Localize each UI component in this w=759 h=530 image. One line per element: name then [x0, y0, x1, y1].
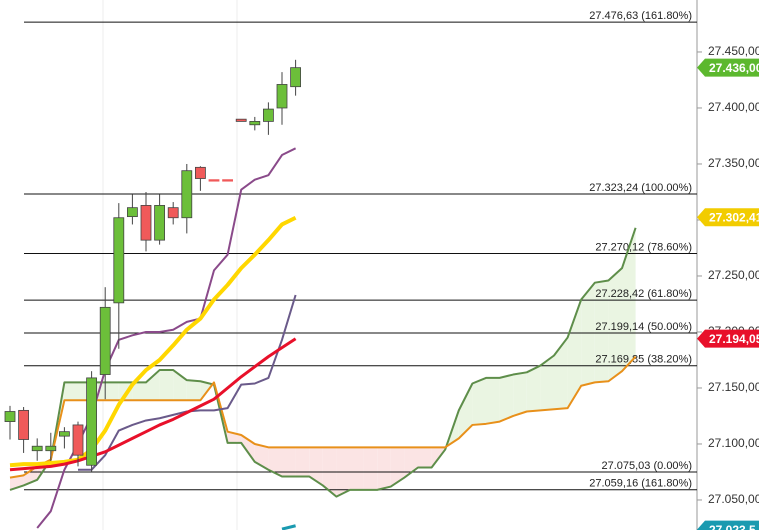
- y-tick-label: 27.100,00: [708, 436, 759, 450]
- candle-body: [113, 217, 125, 304]
- fib-label: 27.323,24 (100.00%): [589, 182, 692, 194]
- price-tag: [697, 520, 759, 530]
- y-tick-label: 27.250,00: [708, 268, 759, 282]
- cloud-segment: [64, 382, 78, 401]
- cloud-segment: [513, 372, 527, 416]
- price-tag: [697, 208, 759, 227]
- cloud-segment: [241, 435, 255, 462]
- candle-body: [249, 121, 261, 126]
- indicator-line: [9, 355, 637, 479]
- candle-body: [86, 377, 97, 466]
- cloud-segment: [295, 447, 310, 477]
- y-tick-label: 27.450,00: [708, 44, 759, 58]
- cloud-segment: [282, 447, 296, 477]
- cloud-segment: [363, 447, 378, 490]
- y-tick-label: 27.400,00: [708, 100, 759, 114]
- candle-body: [72, 424, 84, 456]
- fib-label: 27.476,63 (161.80%): [589, 10, 692, 22]
- candle-body: [140, 205, 152, 241]
- fib-label: 27.228,42 (61.80%): [595, 288, 692, 300]
- cloud-segment: [268, 447, 282, 477]
- cloud-segment: [186, 380, 201, 401]
- cloud-segment: [622, 227, 636, 372]
- cloud-segment: [499, 374, 514, 422]
- candle-body: [222, 179, 234, 182]
- cloud-segment: [159, 370, 174, 401]
- cloud-segment: [418, 447, 432, 468]
- cloud-segment: [350, 447, 364, 490]
- price-tag-label: 27.436,00: [709, 61, 759, 75]
- cloud-segment: [540, 355, 554, 411]
- candle-body: [59, 431, 70, 437]
- indicator-line: [9, 215, 297, 468]
- y-tick-label: 27.050,00: [708, 492, 759, 506]
- candle-body: [127, 207, 138, 218]
- indicator-line: [9, 227, 637, 498]
- candle-body: [45, 445, 57, 452]
- candle-body: [99, 306, 111, 375]
- price-tag-label: 27.194,05: [709, 332, 759, 346]
- fib-label: 27.199,14 (50.00%): [595, 321, 692, 333]
- cloud-segment: [567, 299, 582, 409]
- y-tick-label: 27.150,00: [708, 380, 759, 394]
- cloud-segment: [132, 382, 146, 401]
- price-tag: [697, 58, 759, 77]
- candle-body: [154, 205, 166, 241]
- cloud-segment: [458, 383, 473, 439]
- fib-label: 27.270,12 (78.60%): [595, 241, 692, 253]
- cloud-segment: [404, 447, 418, 478]
- cloud-segment: [472, 377, 486, 425]
- candle-body: [262, 108, 274, 122]
- candle-body: [4, 411, 16, 422]
- fib-label: 27.059,16 (161.80%): [589, 478, 692, 490]
- cloud-segment: [377, 447, 391, 490]
- cloud-segment: [105, 382, 119, 401]
- candle-body: [235, 118, 247, 122]
- price-tag-label: 27.023,5: [709, 523, 756, 530]
- candle-body: [208, 179, 220, 182]
- cloud-segment: [309, 447, 323, 486]
- price-tag-label: 27.302,41: [709, 210, 759, 224]
- candle-body: [181, 170, 193, 219]
- indicator-line: [36, 147, 297, 529]
- cloud-segment: [608, 268, 622, 382]
- candle-body: [276, 84, 288, 109]
- candle-body: [290, 67, 302, 88]
- cloud-segment: [173, 370, 187, 401]
- cloud-segment: [390, 447, 405, 487]
- candle-body: [167, 207, 179, 219]
- candle-body: [194, 166, 206, 179]
- fib-label: 27.169,85 (38.20%): [595, 354, 692, 366]
- cloud-segment: [146, 370, 160, 401]
- candle-body: [31, 445, 43, 452]
- price-tag: [697, 329, 759, 348]
- indicator-line: [9, 337, 297, 472]
- fib-label: 27.075,03 (0.00%): [601, 460, 692, 472]
- cloud-segment: [554, 337, 568, 410]
- candle-body: [18, 409, 30, 440]
- cloud-segment: [594, 280, 609, 383]
- cloud-segment: [486, 377, 500, 424]
- cloud-segment: [581, 282, 595, 386]
- indicator-line: [281, 524, 296, 530]
- cloud-segment: [526, 365, 541, 412]
- y-tick-label: 27.350,00: [708, 156, 759, 170]
